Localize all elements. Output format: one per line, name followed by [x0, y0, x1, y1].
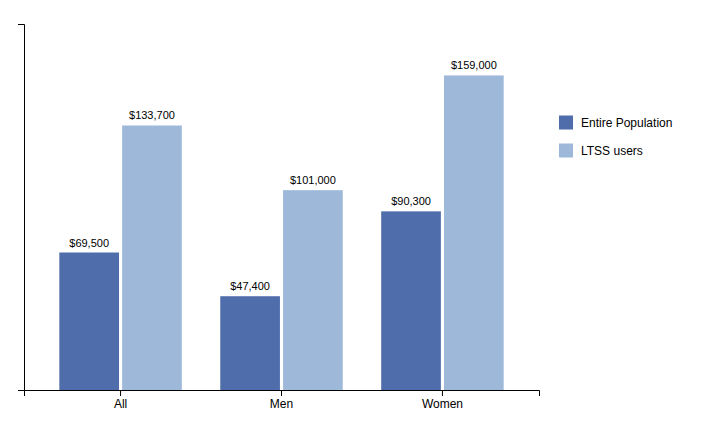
bars	[59, 75, 503, 390]
x-tick-label: Women	[422, 397, 463, 411]
chart: $69,500 $47,400 $90,300 $133,700 $101,000 $15…	[0, 0, 709, 430]
data-label: $159,000	[451, 59, 497, 71]
legend-item: Entire Population	[559, 116, 672, 130]
legend: Entire Population LTSS users	[559, 116, 672, 158]
x-axis-line	[25, 391, 540, 397]
x-tick-mark	[442, 390, 443, 396]
chart-container: $69,500 $47,400 $90,300 $133,700 $101,000 $15…	[0, 0, 709, 430]
x-tick: Men	[270, 390, 293, 411]
x-tick-label: Men	[270, 397, 293, 411]
plot-area: $69,500 $47,400 $90,300 $133,700 $101,000 $15…	[18, 25, 540, 411]
x-tick-label: All	[114, 397, 127, 411]
legend-item: LTSS users	[559, 144, 643, 158]
bar	[220, 296, 280, 390]
bar	[381, 211, 441, 390]
x-tick: All	[114, 390, 127, 411]
legend-label: Entire Population	[581, 116, 672, 130]
x-tick-mark	[120, 390, 121, 396]
y-axis	[18, 25, 25, 391]
data-label: $90,300	[391, 195, 431, 207]
data-label: $133,700	[129, 109, 175, 121]
bar-series	[59, 211, 441, 390]
y-axis-line	[18, 25, 25, 391]
x-axis: All Men Women	[25, 390, 540, 411]
x-tick-mark	[281, 390, 282, 396]
bar	[59, 253, 119, 390]
data-label: $101,000	[290, 174, 336, 186]
legend-swatch	[559, 116, 573, 130]
bar	[283, 190, 343, 390]
data-label: $47,400	[230, 280, 270, 292]
data-label: $69,500	[69, 237, 109, 249]
x-tick: Women	[422, 390, 463, 411]
legend-label: LTSS users	[581, 144, 643, 158]
data-labels: $69,500 $47,400 $90,300 $133,700 $101,000 $15…	[69, 59, 497, 292]
bar	[122, 125, 182, 390]
bar-series	[122, 75, 504, 390]
legend-swatch	[559, 144, 573, 158]
bar	[444, 75, 504, 390]
